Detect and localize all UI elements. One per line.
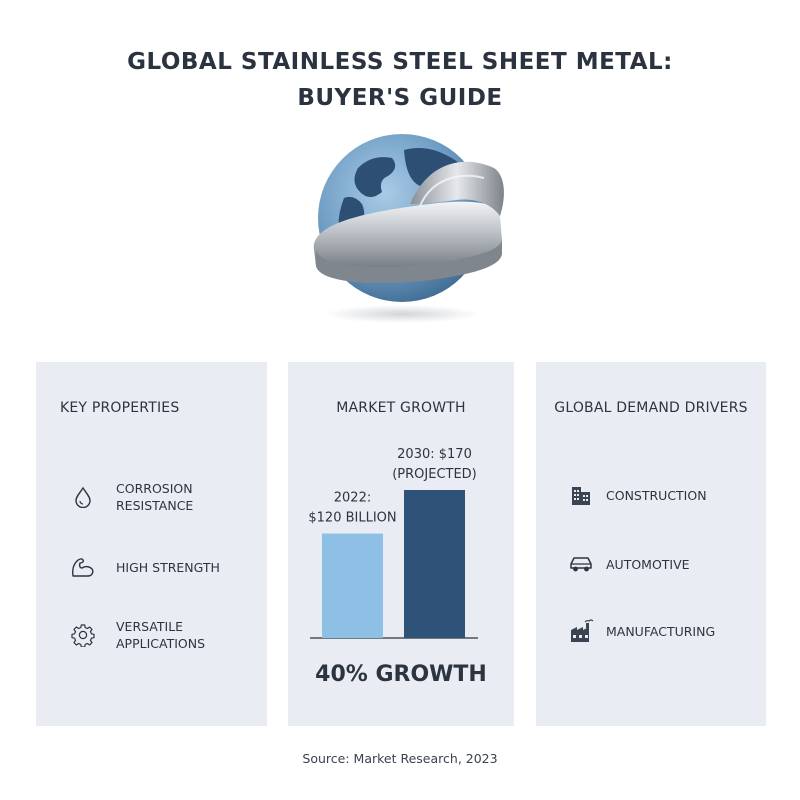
property-versatile-applications: VERSATILE APPLICATIONS [70,619,205,651]
demand-drivers-card: GLOBAL DEMAND DRIVERS CONSTRUCTION AUTOM… [536,362,766,726]
driver-construction: CONSTRUCTION [568,482,707,508]
globe-steel-ribbon-illustration [280,128,520,328]
driver-label: CONSTRUCTION [606,487,707,503]
bar-2022 [322,533,383,638]
bar-value-label: $120 BILLION [308,511,396,526]
driver-automotive: AUTOMOTIVE [568,551,690,577]
driver-label: AUTOMOTIVE [606,556,690,572]
property-label: CORROSION RESISTANCE [116,481,194,513]
droplet-icon [70,484,96,510]
bar-2030 [404,490,465,638]
key-properties-card: KEY PROPERTIES CORROSION RESISTANCE HIGH… [36,362,267,726]
bar-value-label: 2030: $170 [397,447,472,462]
bar-value-label: 2022: [334,491,371,506]
buildings-icon [568,482,594,508]
factory-icon [568,618,594,644]
property-label: VERSATILE APPLICATIONS [116,619,206,651]
property-label: HIGH STRENGTH [116,559,220,575]
bar-value-label: (PROJECTED) [392,467,477,482]
market-growth-card: MARKET GROWTH 2022: $120 BILLION 2030: $17… [288,362,514,726]
car-icon [568,551,594,577]
driver-manufacturing: MANUFACTURING [568,618,715,644]
page-title: GLOBAL STAINLESS STEEL SHEET METAL: BUYE… [0,44,800,116]
flexed-arm-icon [70,554,96,580]
driver-label: MANUFACTURING [606,623,716,639]
title-line-1: GLOBAL STAINLESS STEEL SHEET METAL: [127,49,673,75]
key-properties-title: KEY PROPERTIES [60,400,180,416]
demand-drivers-title: GLOBAL DEMAND DRIVERS [554,400,748,416]
gear-icon [70,622,96,648]
growth-label: 40% GROWTH [315,662,487,687]
market-growth-title: MARKET GROWTH [336,400,466,416]
market-growth-chart: 2022: $120 BILLION 2030: $170 (PROJECTED) [308,447,478,639]
property-high-strength: HIGH STRENGTH [70,554,220,580]
property-corrosion-resistance: CORROSION RESISTANCE [70,481,193,513]
title-line-2: BUYER'S GUIDE [297,85,503,111]
source-note: Source: Market Research, 2023 [302,751,498,766]
